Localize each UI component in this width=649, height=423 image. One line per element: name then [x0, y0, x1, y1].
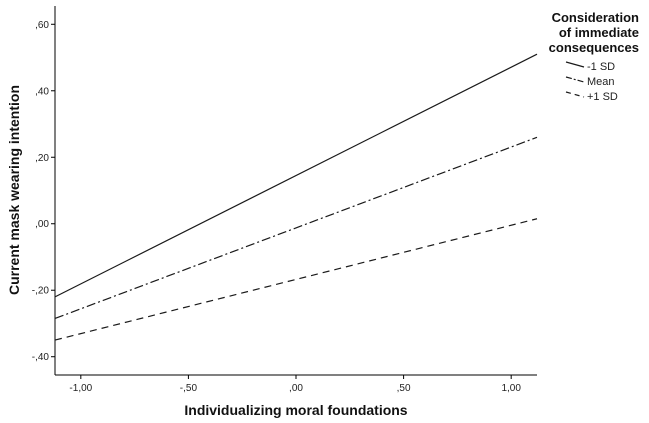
legend-label-2: Mean — [587, 76, 615, 88]
x-axis-ticks: -1,00 -,50 ,00 ,50 1,00 — [69, 375, 521, 394]
series-lines — [54, 53, 538, 341]
axes — [54, 6, 537, 376]
legend: Consideration of immediate consequences … — [549, 10, 639, 103]
legend-title-line-3: consequences — [549, 40, 639, 55]
x-tick-label: ,50 — [397, 383, 411, 394]
y-tick-label: ,00 — [35, 219, 49, 230]
series-line-3 — [54, 218, 538, 341]
y-tick-label: ,20 — [35, 153, 49, 164]
legend-title-line-2: of immediate — [559, 25, 639, 40]
y-axis-title: Current mask wearing intention — [6, 85, 22, 295]
y-tick-label: ,60 — [35, 20, 49, 31]
legend-swatch-3 — [565, 91, 585, 98]
y-axis-ticks: -,40 -,20 ,00 ,20 ,40 ,60 — [32, 20, 55, 363]
legend-items: -1 SD Mean +1 SD — [565, 61, 618, 103]
series-line-1 — [54, 53, 538, 298]
x-tick-label: 1,00 — [501, 383, 521, 394]
x-tick-label: ,00 — [289, 383, 303, 394]
legend-label-1: -1 SD — [587, 61, 615, 73]
legend-swatch-1 — [565, 61, 585, 68]
legend-label-3: +1 SD — [587, 91, 618, 103]
y-tick-label: -,40 — [32, 352, 50, 363]
y-tick-label: ,40 — [35, 86, 49, 97]
x-tick-label: -,50 — [180, 383, 198, 394]
x-tick-label: -1,00 — [69, 383, 92, 394]
legend-swatch-2 — [565, 76, 585, 83]
y-tick-label: -,20 — [32, 286, 50, 297]
legend-title-line-1: Consideration — [552, 10, 639, 25]
x-axis-title: Individualizing moral foundations — [184, 402, 407, 418]
series-line-2 — [54, 136, 538, 320]
